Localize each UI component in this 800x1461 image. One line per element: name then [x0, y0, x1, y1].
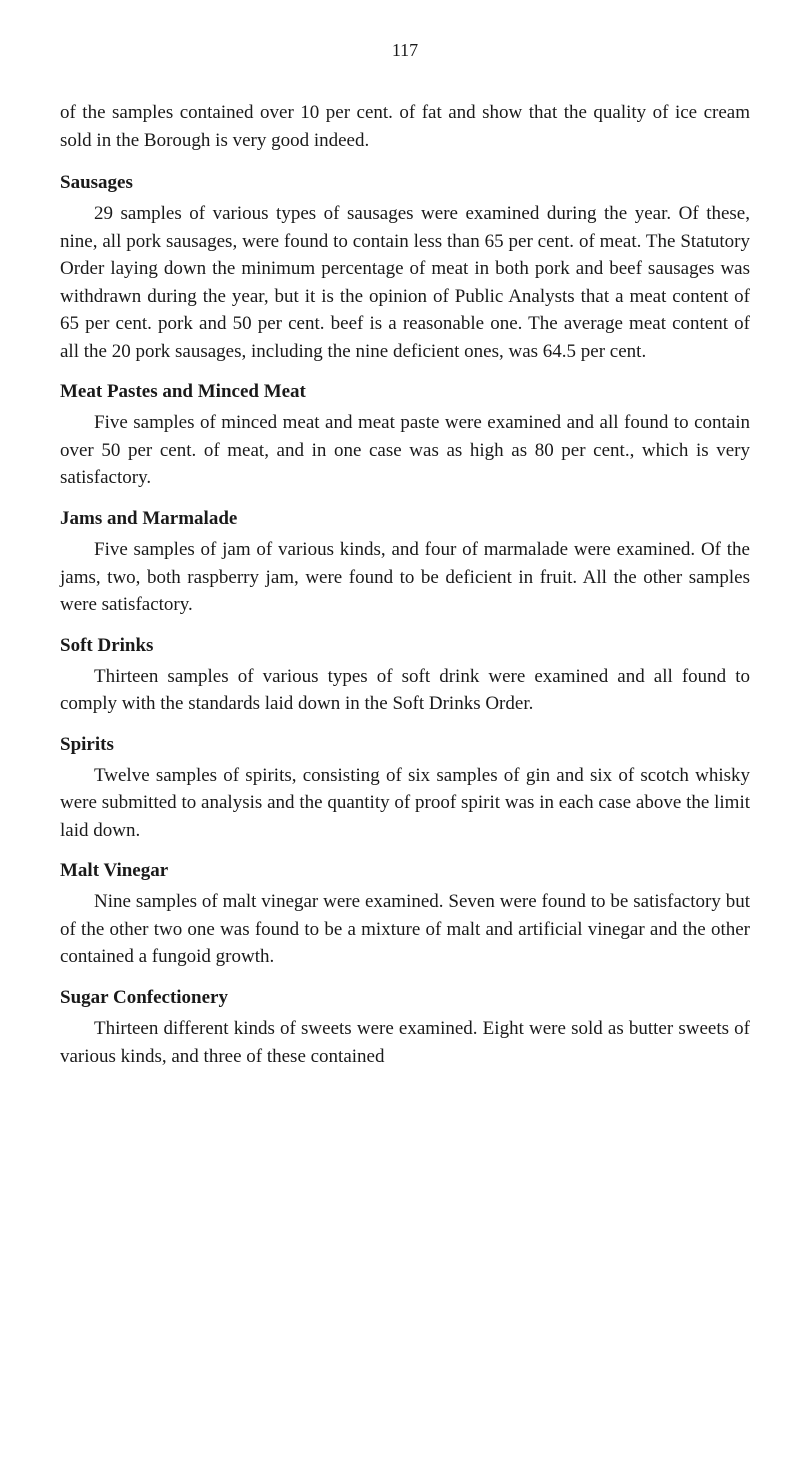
spirits-body: Twelve samples of spirits, consisting of… — [60, 762, 750, 845]
malt-vinegar-heading: Malt Vinegar — [60, 860, 750, 882]
meat-pastes-body: Five samples of minced meat and meat pas… — [60, 409, 750, 492]
sausages-body: 29 samples of various types of sausages … — [60, 200, 750, 365]
soft-drinks-heading: Soft Drinks — [60, 635, 750, 657]
sugar-confectionery-body: Thirteen different kinds of sweets were … — [60, 1015, 750, 1070]
sausages-heading: Sausages — [60, 172, 750, 194]
meat-pastes-heading: Meat Pastes and Minced Meat — [60, 381, 750, 403]
jams-heading: Jams and Marmalade — [60, 508, 750, 530]
page-number: 117 — [60, 40, 750, 61]
jams-body: Five samples of jam of various kinds, an… — [60, 536, 750, 619]
spirits-heading: Spirits — [60, 734, 750, 756]
sugar-confectionery-heading: Sugar Confectionery — [60, 987, 750, 1009]
intro-paragraph: of the samples contained over 10 per cen… — [60, 99, 750, 154]
malt-vinegar-body: Nine samples of malt vinegar were examin… — [60, 888, 750, 971]
soft-drinks-body: Thirteen samples of various types of sof… — [60, 663, 750, 718]
